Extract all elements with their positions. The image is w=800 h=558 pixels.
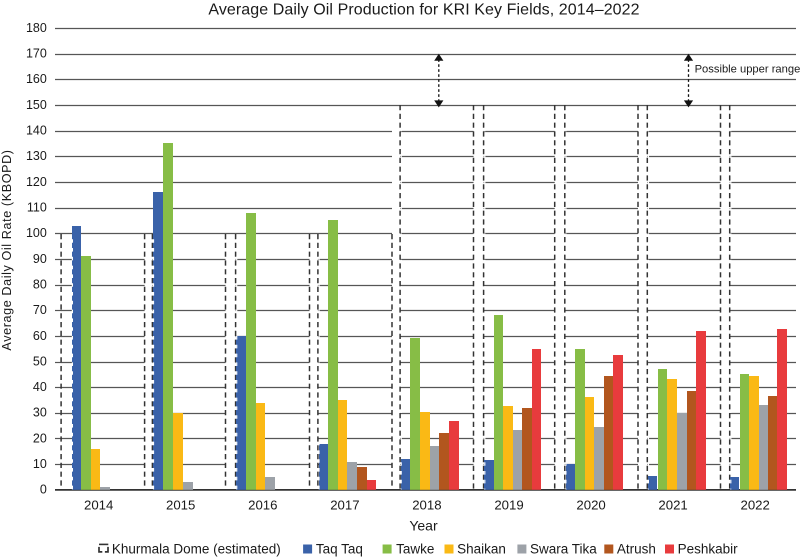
svg-text:80: 80 [33,278,47,292]
svg-text:2017: 2017 [330,498,359,513]
svg-text:180: 180 [26,21,47,35]
svg-text:Average Daily Oil Rate (KBOPD): Average Daily Oil Rate (KBOPD) [0,149,14,350]
svg-text:20: 20 [33,431,47,445]
svg-text:10: 10 [33,457,47,471]
svg-text:150: 150 [26,98,47,112]
svg-text:60: 60 [33,329,47,343]
svg-text:50: 50 [33,354,47,368]
svg-text:Possible upper range: Possible upper range [695,63,800,75]
svg-text:140: 140 [26,124,47,138]
svg-text:Tawke: Tawke [396,541,434,556]
svg-text:110: 110 [27,201,47,215]
svg-text:120: 120 [26,175,47,189]
svg-text:100: 100 [26,226,47,240]
svg-text:Swara Tika: Swara Tika [530,541,597,556]
svg-text:Atrush: Atrush [617,541,656,556]
svg-text:70: 70 [33,303,47,317]
svg-text:130: 130 [26,149,47,163]
svg-text:2021: 2021 [658,498,687,513]
svg-text:2022: 2022 [741,498,770,513]
svg-text:Year: Year [409,518,438,534]
svg-text:160: 160 [26,72,47,86]
svg-text:Khurmala Dome (estimated): Khurmala Dome (estimated) [112,541,281,556]
svg-text:0: 0 [40,483,47,497]
svg-text:2018: 2018 [412,498,441,513]
svg-text:Average Daily Oil Production f: Average Daily Oil Production for KRI Key… [208,1,639,18]
svg-text:Peshkabir: Peshkabir [678,541,739,556]
svg-text:Shaikan: Shaikan [457,541,506,556]
svg-text:170: 170 [26,47,47,61]
svg-text:2015: 2015 [166,498,195,513]
svg-text:2014: 2014 [84,498,113,513]
svg-text:2016: 2016 [248,498,277,513]
svg-text:90: 90 [33,252,47,266]
svg-text:30: 30 [33,406,47,420]
svg-text:2020: 2020 [576,498,605,513]
svg-text:Taq Taq: Taq Taq [316,541,363,556]
svg-text:2019: 2019 [494,498,523,513]
svg-text:40: 40 [33,380,47,394]
